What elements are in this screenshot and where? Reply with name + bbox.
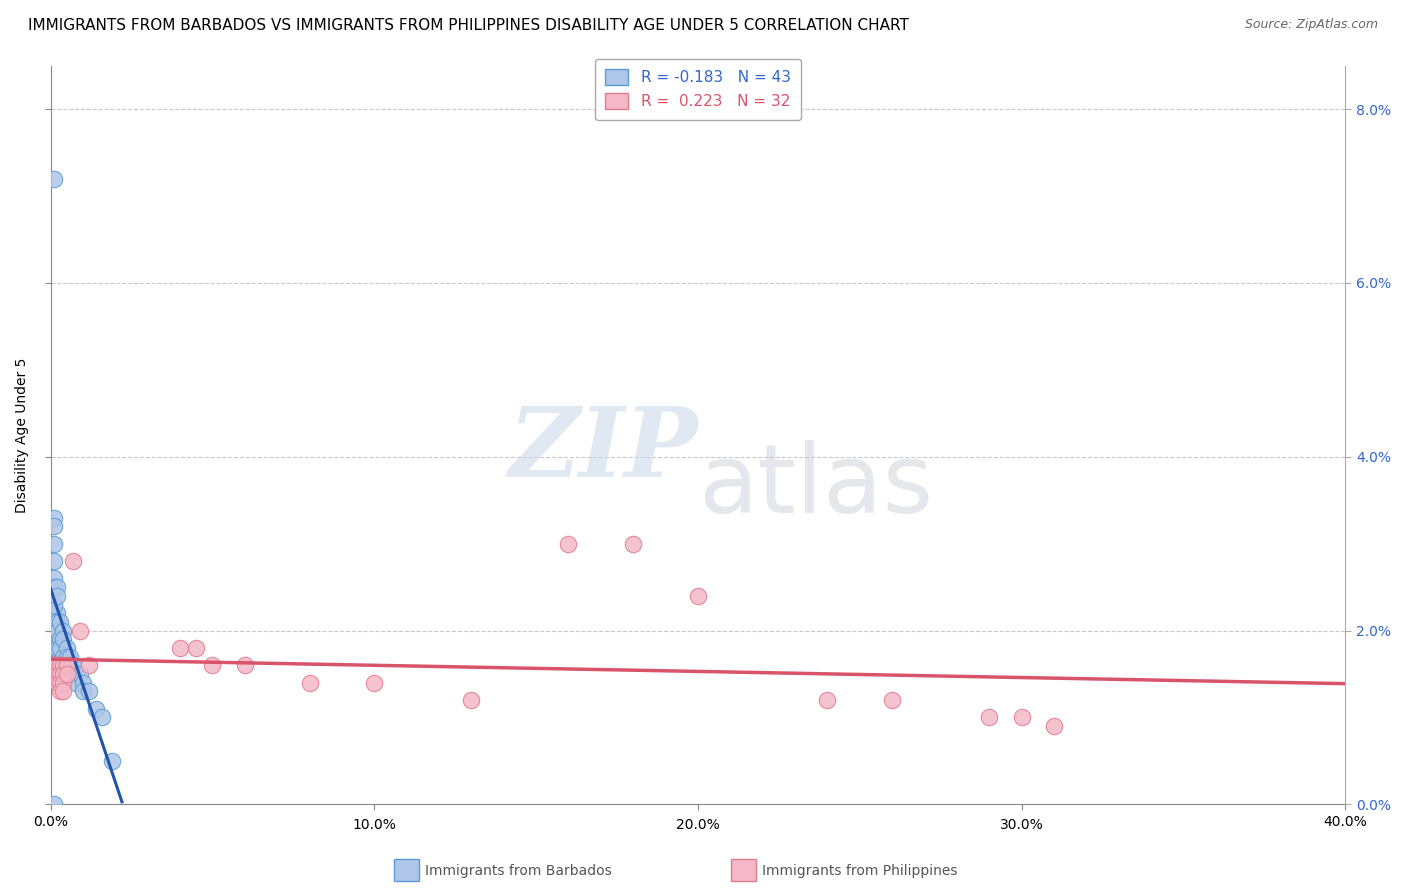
Point	[46, 615, 69, 629]
Text: ZIP: ZIP	[509, 403, 697, 497]
Point	[79, 658, 101, 673]
Point	[233, 658, 256, 673]
Point	[62, 554, 84, 568]
Point	[52, 624, 75, 638]
Point	[46, 658, 69, 673]
Point	[46, 675, 69, 690]
Point	[42, 554, 65, 568]
Point	[52, 658, 75, 673]
Point	[46, 658, 69, 673]
Point	[42, 615, 65, 629]
Point	[42, 640, 65, 655]
Point	[882, 693, 904, 707]
Point	[52, 684, 75, 698]
Point	[79, 684, 101, 698]
Point	[55, 649, 77, 664]
Point	[91, 710, 114, 724]
Point	[49, 667, 72, 681]
Text: Immigrants from Philippines: Immigrants from Philippines	[762, 863, 957, 878]
Point	[52, 632, 75, 647]
Point	[42, 571, 65, 585]
Point	[59, 649, 82, 664]
Text: Immigrants from Barbados: Immigrants from Barbados	[425, 863, 612, 878]
Point	[55, 658, 77, 673]
Point	[42, 598, 65, 612]
Point	[46, 606, 69, 620]
Text: atlas: atlas	[697, 441, 934, 533]
Point	[1043, 719, 1066, 733]
Point	[42, 510, 65, 524]
Point	[72, 684, 94, 698]
Text: Source: ZipAtlas.com: Source: ZipAtlas.com	[1244, 18, 1378, 31]
Point	[817, 693, 839, 707]
Point	[979, 710, 1001, 724]
Point	[69, 624, 91, 638]
Point	[46, 624, 69, 638]
Point	[65, 675, 87, 690]
Point	[460, 693, 482, 707]
Point	[101, 754, 124, 768]
Point	[46, 658, 69, 673]
Point	[42, 797, 65, 812]
Y-axis label: Disability Age Under 5: Disability Age Under 5	[15, 358, 30, 513]
Point	[69, 667, 91, 681]
Point	[363, 675, 385, 690]
Point	[42, 632, 65, 647]
Point	[42, 615, 65, 629]
Point	[62, 658, 84, 673]
Point	[52, 675, 75, 690]
Point	[46, 640, 69, 655]
Point	[169, 640, 191, 655]
Point	[49, 632, 72, 647]
Point	[42, 580, 65, 594]
Point	[49, 615, 72, 629]
Point	[49, 640, 72, 655]
Point	[55, 640, 77, 655]
Point	[52, 649, 75, 664]
Point	[52, 667, 75, 681]
Text: 10.0%: 10.0%	[353, 818, 396, 832]
Point	[557, 537, 579, 551]
Point	[46, 580, 69, 594]
Point	[298, 675, 321, 690]
Point	[621, 537, 644, 551]
Point	[55, 667, 77, 681]
Text: IMMIGRANTS FROM BARBADOS VS IMMIGRANTS FROM PHILIPPINES DISABILITY AGE UNDER 5 C: IMMIGRANTS FROM BARBADOS VS IMMIGRANTS F…	[28, 18, 910, 33]
Point	[49, 684, 72, 698]
Text: 30.0%: 30.0%	[1000, 818, 1043, 832]
Point	[42, 537, 65, 551]
Point	[1011, 710, 1033, 724]
Point	[46, 589, 69, 603]
Point	[46, 667, 69, 681]
Point	[42, 171, 65, 186]
Point	[42, 519, 65, 533]
Point	[201, 658, 224, 673]
Point	[65, 667, 87, 681]
Point	[72, 675, 94, 690]
Point	[686, 589, 709, 603]
Point	[42, 624, 65, 638]
Legend: R = -0.183   N = 43, R =  0.223   N = 32: R = -0.183 N = 43, R = 0.223 N = 32	[595, 59, 801, 120]
Point	[49, 658, 72, 673]
Point	[84, 702, 107, 716]
Point	[42, 658, 65, 673]
Point	[186, 640, 208, 655]
Point	[49, 675, 72, 690]
Point	[59, 658, 82, 673]
Point	[42, 606, 65, 620]
Text: 20.0%: 20.0%	[676, 818, 720, 832]
